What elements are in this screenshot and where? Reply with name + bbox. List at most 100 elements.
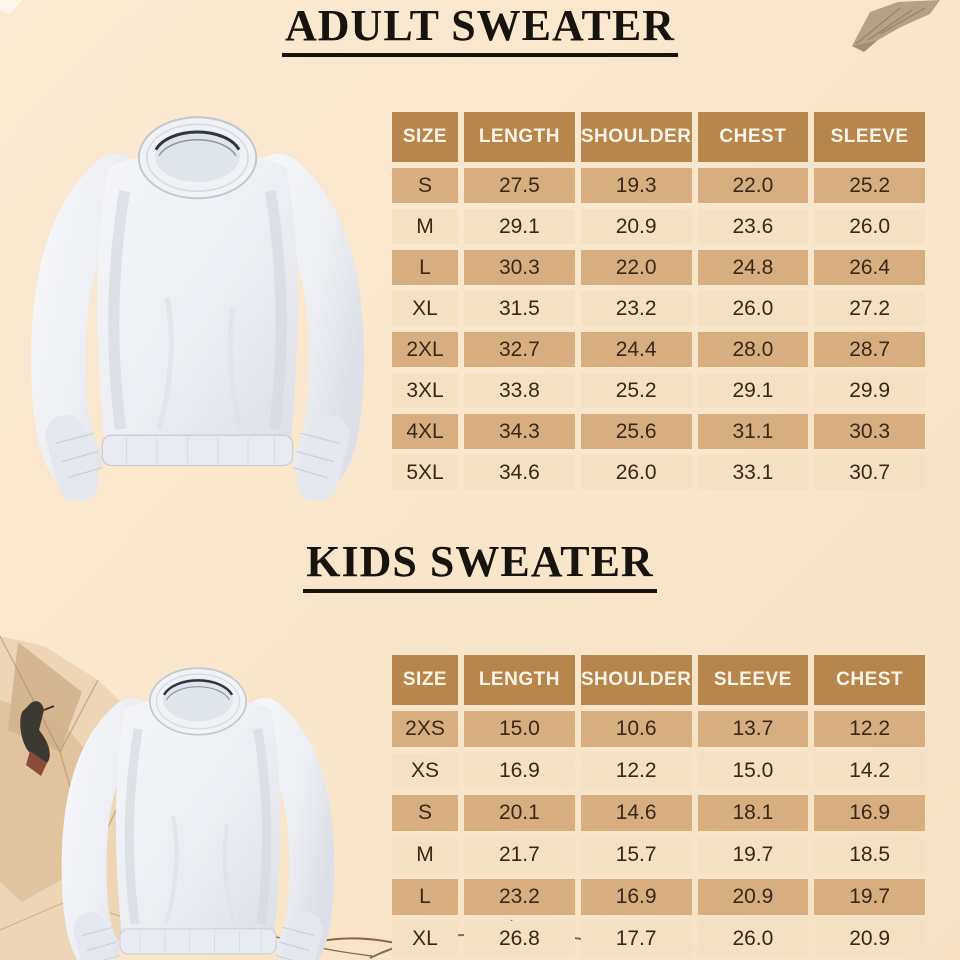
size-label: XL <box>392 291 458 326</box>
kids-sweater-image <box>48 650 348 960</box>
size-label: S <box>392 168 458 203</box>
size-label: XL <box>392 921 458 957</box>
measurement-value: 28.7 <box>814 332 925 367</box>
column-header-shoulder: SHOULDER <box>580 112 692 162</box>
measurement-value: 33.8 <box>464 373 575 408</box>
measurement-value: 29.1 <box>464 209 575 244</box>
size-label: 5XL <box>392 455 458 490</box>
measurement-value: 32.7 <box>464 332 575 367</box>
measurement-value: 26.0 <box>697 921 809 957</box>
measurement-value: 18.5 <box>814 837 925 873</box>
column-header-chest: CHEST <box>697 112 809 162</box>
measurement-value: 15.0 <box>464 711 575 747</box>
measurement-value: 25.2 <box>580 373 692 408</box>
column-header-shoulder: SHOULDER <box>580 655 692 705</box>
measurement-value: 12.2 <box>814 711 925 747</box>
adult-section-title: ADULT SWEATER <box>0 4 960 57</box>
measurement-value: 28.0 <box>697 332 809 367</box>
measurement-value: 26.8 <box>464 921 575 957</box>
measurement-value: 19.7 <box>697 837 809 873</box>
measurement-value: 22.0 <box>580 250 692 285</box>
measurement-value: 15.0 <box>697 753 809 789</box>
table-header-row: SIZE LENGTH SHOULDER SLEEVE CHEST <box>392 655 925 705</box>
measurement-value: 31.5 <box>464 291 575 326</box>
adult-title-text: ADULT SWEATER <box>282 4 678 57</box>
measurement-value: 15.7 <box>580 837 692 873</box>
measurement-value: 30.3 <box>814 414 925 449</box>
measurement-value: 25.6 <box>580 414 692 449</box>
measurement-value: 10.6 <box>580 711 692 747</box>
measurement-value: 34.6 <box>464 455 575 490</box>
measurement-value: 25.2 <box>814 168 925 203</box>
measurement-value: 27.5 <box>464 168 575 203</box>
table-row: XL 31.5 23.2 26.0 27.2 <box>392 291 925 326</box>
measurement-value: 29.1 <box>697 373 809 408</box>
measurement-value: 19.7 <box>814 879 925 915</box>
table-row: S 20.1 14.6 18.1 16.9 <box>392 795 925 831</box>
measurement-value: 29.9 <box>814 373 925 408</box>
table-row: XS 16.9 12.2 15.0 14.2 <box>392 753 925 789</box>
measurement-value: 20.1 <box>464 795 575 831</box>
measurement-value: 16.9 <box>814 795 925 831</box>
table-row: 4XL 34.3 25.6 31.1 30.3 <box>392 414 925 449</box>
table-row: 2XL 32.7 24.4 28.0 28.7 <box>392 332 925 367</box>
column-header-chest: CHEST <box>814 655 925 705</box>
measurement-value: 22.0 <box>697 168 809 203</box>
measurement-value: 20.9 <box>580 209 692 244</box>
size-label: XS <box>392 753 458 789</box>
column-header-size: SIZE <box>392 655 458 705</box>
measurement-value: 26.0 <box>580 455 692 490</box>
measurement-value: 34.3 <box>464 414 575 449</box>
measurement-value: 27.2 <box>814 291 925 326</box>
table-row: L 30.3 22.0 24.8 26.4 <box>392 250 925 285</box>
table-header-row: SIZE LENGTH SHOULDER CHEST SLEEVE <box>392 112 925 162</box>
size-label: S <box>392 795 458 831</box>
size-label: L <box>392 250 458 285</box>
table-row: S 27.5 19.3 22.0 25.2 <box>392 168 925 203</box>
column-header-sleeve: SLEEVE <box>697 655 809 705</box>
measurement-value: 16.9 <box>464 753 575 789</box>
size-label: 3XL <box>392 373 458 408</box>
table-row: 2XS 15.0 10.6 13.7 12.2 <box>392 711 925 747</box>
measurement-value: 31.1 <box>697 414 809 449</box>
measurement-value: 30.3 <box>464 250 575 285</box>
measurement-value: 20.9 <box>697 879 809 915</box>
adult-size-table: SIZE LENGTH SHOULDER CHEST SLEEVE S 27.5 19.3 22… <box>392 112 925 490</box>
measurement-value: 18.1 <box>697 795 809 831</box>
size-label: M <box>392 837 458 873</box>
measurement-value: 13.7 <box>697 711 809 747</box>
size-label: L <box>392 879 458 915</box>
measurement-value: 24.4 <box>580 332 692 367</box>
measurement-value: 33.1 <box>697 455 809 490</box>
measurement-value: 14.2 <box>814 753 925 789</box>
column-header-size: SIZE <box>392 112 458 162</box>
table-row: M 29.1 20.9 23.6 26.0 <box>392 209 925 244</box>
size-label: 4XL <box>392 414 458 449</box>
table-row: 3XL 33.8 25.2 29.1 29.9 <box>392 373 925 408</box>
size-label: 2XL <box>392 332 458 367</box>
kids-title-text: KIDS SWEATER <box>303 540 657 593</box>
size-label: M <box>392 209 458 244</box>
table-row: 5XL 34.6 26.0 33.1 30.7 <box>392 455 925 490</box>
table-row: XL 26.8 17.7 26.0 20.9 <box>392 921 925 957</box>
measurement-value: 24.8 <box>697 250 809 285</box>
measurement-value: 19.3 <box>580 168 692 203</box>
column-header-sleeve: SLEEVE <box>814 112 925 162</box>
measurement-value: 26.0 <box>814 209 925 244</box>
measurement-value: 23.2 <box>464 879 575 915</box>
measurement-value: 12.2 <box>580 753 692 789</box>
column-header-length: LENGTH <box>464 112 575 162</box>
table-row: L 23.2 16.9 20.9 19.7 <box>392 879 925 915</box>
column-header-length: LENGTH <box>464 655 575 705</box>
measurement-value: 30.7 <box>814 455 925 490</box>
kids-section-title: KIDS SWEATER <box>0 540 960 593</box>
table-row: M 21.7 15.7 19.7 18.5 <box>392 837 925 873</box>
measurement-value: 21.7 <box>464 837 575 873</box>
kids-size-table: SIZE LENGTH SHOULDER SLEEVE CHEST 2XS 15.0 10.6… <box>392 655 925 957</box>
measurement-value: 17.7 <box>580 921 692 957</box>
measurement-value: 23.2 <box>580 291 692 326</box>
measurement-value: 20.9 <box>814 921 925 957</box>
measurement-value: 23.6 <box>697 209 809 244</box>
size-label: 2XS <box>392 711 458 747</box>
